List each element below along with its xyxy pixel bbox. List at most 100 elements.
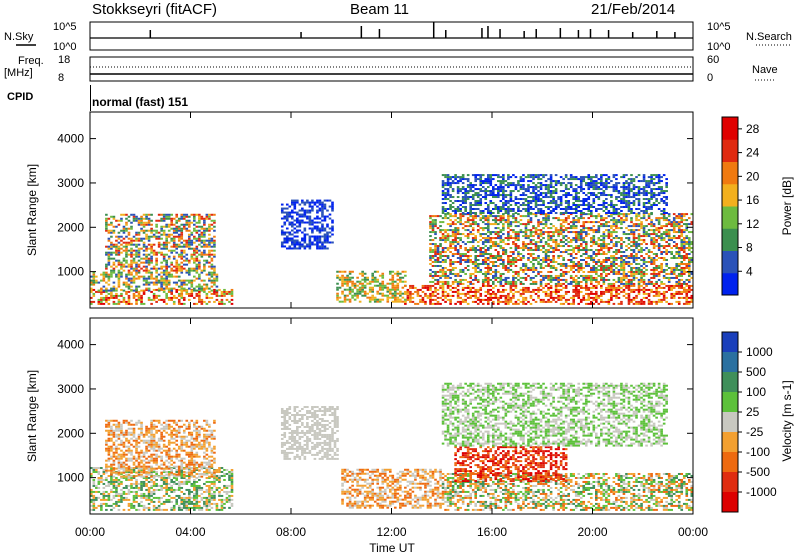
data-cell xyxy=(572,231,575,234)
noise-right-tick-bottom: 10^0 xyxy=(707,41,731,53)
data-cell xyxy=(537,176,540,179)
data-cell xyxy=(316,199,319,202)
data-cell xyxy=(554,282,558,285)
data-cell xyxy=(195,237,199,240)
data-cell xyxy=(682,266,686,269)
data-cell xyxy=(110,231,113,234)
data-cell xyxy=(587,286,591,289)
data-cell xyxy=(434,251,437,254)
data-cell xyxy=(524,268,528,271)
data-cell xyxy=(323,215,327,218)
data-cell xyxy=(203,263,206,266)
data-cell xyxy=(316,215,319,218)
data-cell xyxy=(152,296,156,299)
data-cell xyxy=(444,237,447,240)
data-cell xyxy=(584,213,588,216)
data-cell xyxy=(597,229,601,232)
data-cell xyxy=(446,255,450,258)
data-cell xyxy=(426,296,430,299)
data-cell xyxy=(547,298,550,301)
data-cell xyxy=(672,276,676,279)
data-cell xyxy=(486,229,490,232)
data-cell xyxy=(602,241,606,244)
data-cell xyxy=(323,233,327,236)
data-cell xyxy=(595,231,598,234)
data-cell xyxy=(461,288,465,291)
data-cell xyxy=(497,255,500,258)
data-cell xyxy=(321,213,324,216)
data-cell xyxy=(650,243,653,246)
data-cell xyxy=(145,288,148,291)
data-cell xyxy=(140,223,143,226)
data-cell xyxy=(147,281,151,284)
data-cell xyxy=(492,257,495,259)
data-cell xyxy=(283,239,287,242)
data-cell xyxy=(539,280,543,283)
data-cell xyxy=(215,294,219,297)
data-cell xyxy=(142,245,146,248)
data-cell xyxy=(461,196,465,199)
data-cell xyxy=(404,274,407,277)
data-cell xyxy=(595,221,598,224)
data-cell xyxy=(637,237,641,240)
data-cell xyxy=(92,283,96,286)
data-cell xyxy=(497,243,500,246)
data-cell xyxy=(685,237,689,240)
data-cell xyxy=(434,264,437,267)
data-cell xyxy=(660,213,663,216)
data-cell xyxy=(92,271,96,274)
data-cell xyxy=(589,257,593,259)
data-cell xyxy=(610,294,613,297)
data-cell xyxy=(537,219,540,222)
data-cell xyxy=(444,194,447,197)
data-cell xyxy=(434,290,437,293)
data-cell xyxy=(547,215,550,218)
data-cell xyxy=(572,237,575,240)
data-cell xyxy=(607,282,611,285)
data-cell xyxy=(527,210,530,212)
data-cell xyxy=(544,300,548,303)
data-cell xyxy=(391,276,395,279)
data-cell xyxy=(130,263,133,266)
data-cell xyxy=(582,227,586,230)
data-cell xyxy=(147,217,151,220)
data-cell xyxy=(484,233,488,236)
data-cell xyxy=(137,294,141,297)
data-cell xyxy=(522,231,525,234)
data-cell xyxy=(670,284,673,287)
data-cell xyxy=(454,176,457,179)
data-cell xyxy=(446,211,450,214)
data-cell xyxy=(552,290,555,293)
data-cell xyxy=(92,300,96,303)
data-cell xyxy=(451,243,455,246)
data-cell xyxy=(180,233,184,236)
data-cell xyxy=(635,270,638,273)
data-cell xyxy=(557,278,560,281)
data-cell xyxy=(145,271,148,274)
data-cell xyxy=(195,231,199,234)
data-cell xyxy=(690,284,694,287)
data-cell xyxy=(532,231,535,234)
data-cell xyxy=(321,223,324,226)
data-cell xyxy=(142,275,146,278)
data-cell xyxy=(476,249,480,252)
data-cell xyxy=(680,296,684,299)
data-cell xyxy=(610,225,613,228)
data-cell xyxy=(569,231,573,234)
data-cell xyxy=(527,290,530,293)
data-cell xyxy=(409,300,412,303)
data-cell xyxy=(127,273,131,276)
data-cell xyxy=(198,285,201,288)
data-cell xyxy=(125,277,128,280)
data-cell xyxy=(577,245,581,248)
data-cell xyxy=(303,221,307,224)
data-cell xyxy=(534,257,538,259)
data-cell xyxy=(446,237,450,240)
data-cell xyxy=(441,180,445,183)
data-cell xyxy=(562,264,565,267)
data-cell xyxy=(607,288,611,291)
data-cell xyxy=(607,268,611,271)
data-cell xyxy=(479,294,483,297)
data-cell xyxy=(215,285,219,288)
data-cell xyxy=(92,294,96,297)
